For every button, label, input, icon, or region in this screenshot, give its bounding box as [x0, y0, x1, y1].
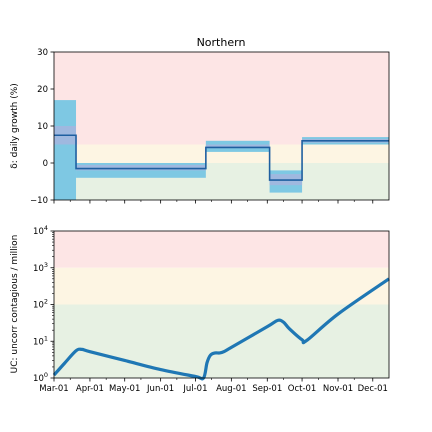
top-y-tick-label: 10 [37, 122, 48, 132]
bottom-band-red [54, 231, 389, 268]
bottom-y-tick-label: 102 [33, 298, 48, 311]
top-y-axis-label: δ: daily growth (%) [10, 83, 20, 169]
top-y-tick-label: 0 [43, 159, 48, 169]
top-band-red [54, 52, 389, 145]
bottom-y-axis-label: UC: uncorr contagious / million [10, 235, 20, 374]
contagious-line [52, 277, 390, 381]
top-y-tick-label: −10 [30, 196, 48, 206]
ci-outer-band [54, 100, 77, 200]
top-y-tick-label: 20 [37, 85, 48, 95]
x-tick-label: Oct-01 [288, 384, 317, 394]
bottom-y-tick-label: 101 [33, 334, 48, 347]
growth-step-line [54, 134, 389, 181]
bottom-band-yellow [54, 267, 389, 305]
ci-inner-band [205, 144, 270, 149]
top-chart: 30 20 10 0 −10 δ: daily growth (%) [10, 48, 390, 206]
x-tick-label: Nov-01 [323, 384, 353, 394]
x-tick-label: Apr-01 [76, 384, 104, 394]
chart-title: Northern [197, 36, 246, 49]
x-tick-label: Jun-01 [146, 384, 174, 394]
x-tick-label: Dec-01 [358, 384, 388, 394]
x-tick-label: Jul-01 [182, 384, 207, 394]
top-band-yellow [54, 144, 389, 163]
bottom-chart: 100 101 102 103 104 Mar-01 Apr-01 May-01 Jun-01… [10, 224, 390, 394]
bottom-y-tick-label: 100 [33, 371, 48, 384]
bottom-y-tick-label: 104 [33, 224, 48, 237]
x-tick-label: Mar-01 [39, 384, 68, 394]
top-y-tick-label: 30 [37, 48, 48, 58]
ci-inner-band [76, 164, 206, 171]
bottom-band-green [54, 304, 389, 378]
x-tick-label: May-01 [109, 384, 140, 394]
x-tick-label: Aug-01 [216, 384, 246, 394]
x-tick-label: Sep-01 [252, 384, 282, 394]
bottom-y-tick-label: 103 [33, 261, 48, 274]
